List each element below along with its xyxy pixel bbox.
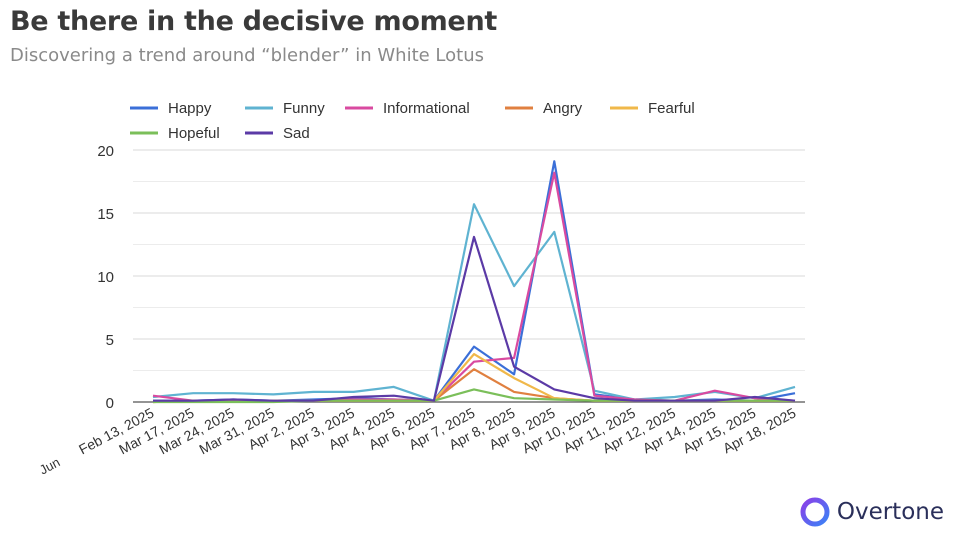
legend-item: Angry [505, 100, 583, 117]
legend-item: Sad [245, 125, 310, 142]
page-subtitle: Discovering a trend around “blender” in … [10, 45, 484, 66]
y-axis: 0 5 10 15 20 [97, 143, 114, 412]
series-happy [152, 160, 796, 402]
brand-logo: Overtone [799, 496, 944, 528]
chart-legend: Happy Funny Informational Angry Fearful Hopef… [130, 100, 695, 142]
y-tick-label: 15 [97, 206, 114, 223]
series-line [152, 203, 796, 402]
legend-label: Sad [283, 125, 310, 142]
legend-label: Informational [383, 100, 470, 117]
series-line [153, 160, 796, 402]
y-tick-label: 5 [106, 332, 114, 349]
y-tick-label: 0 [106, 395, 114, 412]
series-angry [152, 368, 796, 404]
legend-label: Fearful [648, 100, 695, 117]
series-line [152, 368, 795, 404]
y-tick-label: 20 [97, 143, 114, 160]
chart-series [152, 160, 796, 404]
legend-item: Happy [130, 100, 212, 117]
legend-item: Informational [345, 100, 470, 117]
series-funny [152, 203, 796, 402]
chart-grid [133, 149, 805, 403]
legend-label: Happy [168, 100, 212, 117]
page-title: Be there in the decisive moment [10, 6, 497, 37]
legend-label: Hopeful [168, 125, 220, 142]
legend-label: Angry [543, 100, 583, 117]
legend-item: Fearful [610, 100, 695, 117]
series-sad [152, 235, 796, 402]
legend-item: Hopeful [130, 125, 220, 142]
y-tick-label: 10 [97, 269, 114, 286]
series-line [153, 235, 796, 402]
legend-label: Funny [283, 100, 325, 117]
legend-item: Funny [245, 100, 325, 117]
x-tick-label: Jun [37, 454, 63, 477]
brand-name: Overtone [836, 499, 944, 525]
overtone-logo-icon [800, 497, 830, 527]
